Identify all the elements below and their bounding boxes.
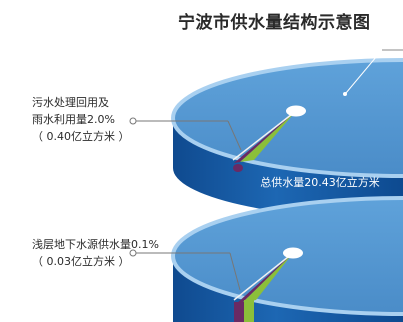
leader-line-2b — [229, 252, 241, 291]
total-label: 总供水量20.43亿立方米 — [260, 175, 380, 189]
lower-wedge-purple — [236, 253, 293, 304]
annotation-2-line1: 浅层地下水源供水量0.1% — [32, 238, 159, 251]
annotation-2: 浅层地下水源供水量0.1% （ 0.03亿立方米 ） — [32, 236, 159, 270]
chart-title: 宁波市供水量结构示意图 — [178, 13, 371, 33]
lower-wedge-line — [233, 252, 294, 301]
upper-side-stripe — [233, 164, 243, 172]
upper-cylinder-rim — [171, 58, 403, 178]
annotation-1-line3: （ 0.40亿立方米 ） — [32, 130, 130, 143]
leader-dot-top — [343, 92, 347, 96]
lower-cylinder-rim — [171, 196, 403, 316]
annotation-1: 污水处理回用及 雨水利用量2.0% （ 0.40亿立方米 ） — [32, 94, 130, 145]
leader-dot-1 — [129, 117, 137, 125]
leader-line-top — [345, 49, 383, 94]
lower-center-hole — [283, 247, 303, 259]
upper-center-hole — [286, 105, 306, 117]
annotation-1-line1: 污水处理回用及 — [32, 96, 109, 109]
annotation-1-line2: 雨水利用量2.0% — [32, 113, 115, 126]
lower-side-stripe-green — [244, 300, 254, 322]
leader-dot-2 — [129, 249, 137, 257]
lower-side-stripe — [234, 302, 244, 322]
leader-line-1b — [227, 120, 242, 151]
upper-wedge-line — [232, 110, 297, 161]
annotation-2-line2: （ 0.03亿立方米 ） — [32, 255, 130, 268]
